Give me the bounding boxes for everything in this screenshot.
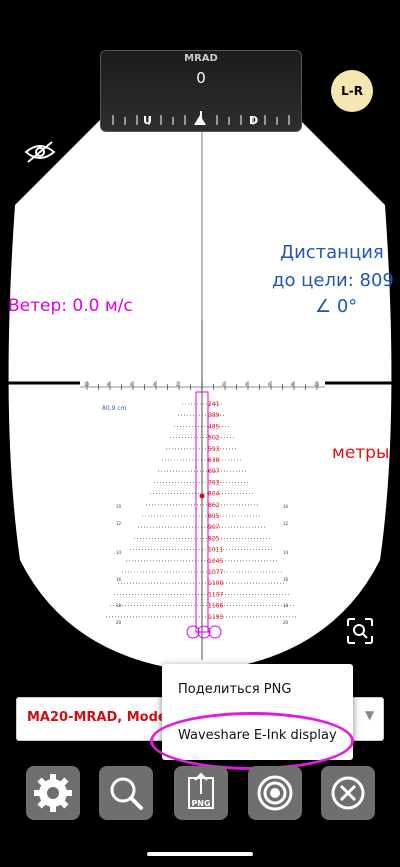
distance-label: 697 bbox=[208, 468, 220, 475]
h-tick-label: 8 bbox=[291, 382, 294, 387]
distance-label: 763 bbox=[208, 479, 220, 486]
distance-label: 241 bbox=[208, 401, 220, 408]
target-width-label: 80,9 cm bbox=[102, 405, 127, 412]
distance-label: 862 bbox=[208, 502, 220, 509]
svg-text:20: 20 bbox=[283, 620, 289, 625]
target-icon bbox=[257, 775, 293, 811]
target-button[interactable] bbox=[248, 766, 302, 820]
distance-label: 907 bbox=[208, 524, 220, 531]
distance-labels: 241 389 485 502 593 638 697 763 804 862 895 907 925 1… bbox=[208, 401, 223, 621]
h-tick-label: 10 bbox=[314, 382, 320, 387]
h-tick-label: 8 bbox=[107, 382, 110, 387]
elevation-turret[interactable]: MRAD 0 bbox=[100, 50, 302, 132]
distance-label: 1137 bbox=[208, 591, 223, 598]
holdover-dot-rows bbox=[106, 403, 298, 618]
distance-label: 389 bbox=[208, 412, 220, 419]
distance-label: Дистанция bbox=[280, 242, 384, 263]
distance-label: 1166 bbox=[208, 603, 223, 610]
turret-up-label: U bbox=[143, 114, 152, 127]
h-tick-label: 10 bbox=[84, 382, 90, 387]
trajectory-column bbox=[195, 391, 209, 633]
svg-text:18: 18 bbox=[116, 603, 122, 608]
reticle-selector-value: MA20-MRAD, Model A bbox=[27, 710, 186, 725]
share-png-button[interactable]: PNG bbox=[174, 766, 228, 820]
search-icon bbox=[110, 777, 143, 810]
distance-label: 1193 bbox=[208, 614, 223, 621]
distance-label: 1045 bbox=[208, 558, 223, 565]
angle-label: ∠ 0° bbox=[315, 296, 358, 317]
svg-text:20: 20 bbox=[116, 620, 122, 625]
impact-point bbox=[199, 493, 205, 499]
distance-label: 593 bbox=[208, 446, 220, 453]
svg-text:10: 10 bbox=[283, 504, 289, 509]
svg-text:16: 16 bbox=[116, 577, 122, 582]
turret-down-label: D bbox=[249, 114, 259, 127]
dropdown-arrow-icon: ▼ bbox=[365, 708, 375, 722]
svg-text:14: 14 bbox=[116, 550, 122, 555]
eye-off-icon[interactable] bbox=[24, 140, 56, 164]
share-icon bbox=[188, 772, 214, 809]
search-button[interactable] bbox=[99, 766, 153, 820]
turret-value: 0 bbox=[196, 69, 206, 87]
distance-value: до цели: 809 bbox=[272, 270, 394, 291]
distance-label: 925 bbox=[208, 535, 220, 542]
units-label: метры bbox=[332, 443, 390, 463]
distance-label: 1077 bbox=[208, 569, 223, 576]
reticle-grid-numbers: 10 10 12 12 14 14 16 16 18 18 20 20 bbox=[116, 504, 289, 625]
distance-label: 895 bbox=[208, 513, 220, 520]
distance-label: 502 bbox=[208, 435, 220, 442]
distance-label: 804 bbox=[208, 491, 220, 498]
svg-text:16: 16 bbox=[283, 577, 289, 582]
h-tick-label: 4 bbox=[153, 382, 156, 387]
svg-text:18: 18 bbox=[283, 603, 289, 608]
wind-label: Ветер: 0.0 м/с bbox=[8, 296, 133, 316]
turret-pointer-icon bbox=[194, 115, 206, 125]
gear-icon bbox=[34, 774, 72, 812]
h-tick-label: 2 bbox=[176, 382, 179, 387]
distance-label: 638 bbox=[208, 457, 220, 464]
horizontal-ticks bbox=[86, 381, 318, 390]
menu-item-share-png[interactable]: Поделиться PNG bbox=[178, 682, 292, 697]
bottom-circles bbox=[186, 625, 222, 639]
distance-label: 1011 bbox=[208, 547, 223, 554]
distance-label: 1108 bbox=[208, 580, 223, 587]
close-icon bbox=[331, 776, 365, 810]
h-tick-label: 6 bbox=[130, 382, 133, 387]
zoom-search-icon bbox=[347, 618, 373, 644]
turret-unit-label: MRAD bbox=[184, 53, 218, 64]
highlight-ellipse bbox=[150, 712, 354, 770]
png-label: PNG bbox=[191, 799, 211, 808]
svg-text:10: 10 bbox=[116, 504, 122, 509]
h-tick-label: 4 bbox=[245, 382, 248, 387]
svg-text:12: 12 bbox=[283, 521, 289, 526]
lr-button[interactable]: L-R bbox=[331, 70, 373, 112]
scope-circle bbox=[8, 120, 392, 672]
settings-button[interactable] bbox=[26, 766, 80, 820]
crosshair bbox=[0, 130, 400, 660]
h-tick-label: 2 bbox=[222, 382, 225, 387]
h-tick-label: 6 bbox=[268, 382, 271, 387]
close-button[interactable] bbox=[321, 766, 375, 820]
distance-label: 485 bbox=[208, 423, 220, 430]
svg-text:12: 12 bbox=[116, 521, 122, 526]
svg-text:14: 14 bbox=[283, 550, 289, 555]
zoom-reticle-button[interactable] bbox=[343, 614, 377, 648]
horizontal-tick-labels: 10 8 6 4 2 2 4 6 8 10 bbox=[84, 382, 320, 387]
home-indicator bbox=[147, 852, 253, 856]
